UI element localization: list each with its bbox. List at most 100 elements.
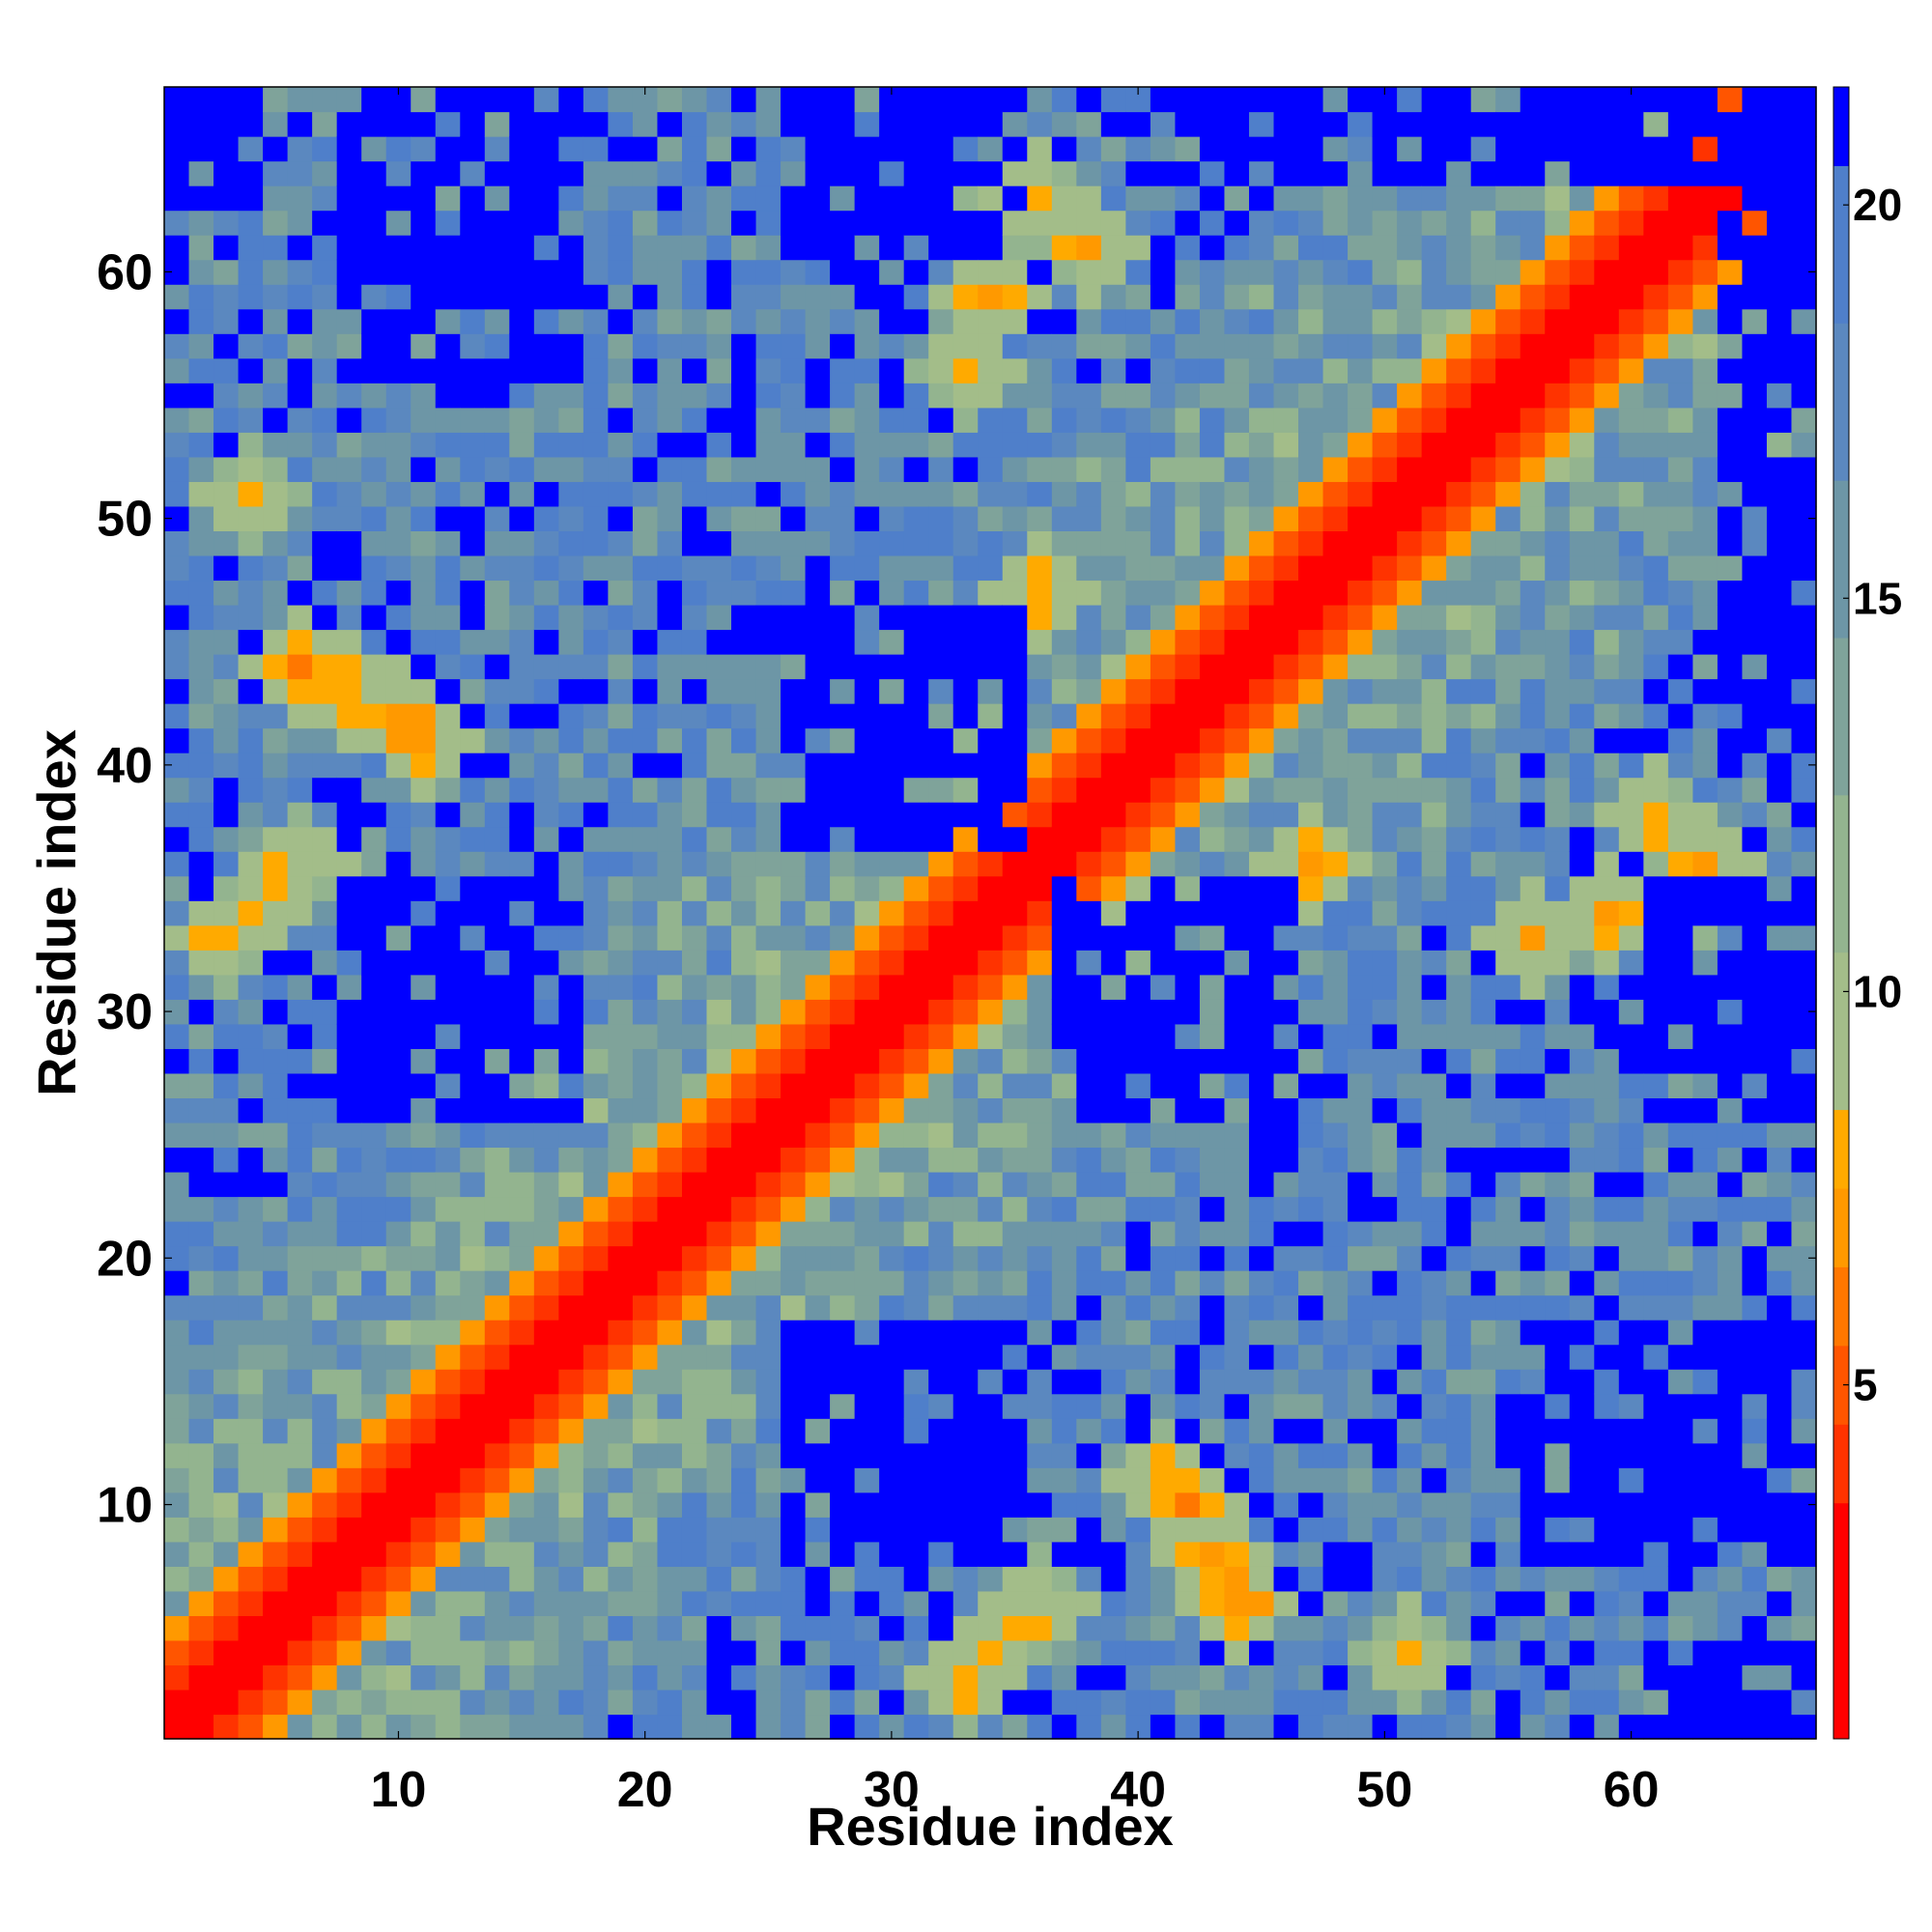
colorbar-tick-label: 15 [1853, 573, 1902, 623]
heatmap-cell [781, 802, 807, 828]
heatmap-cell [632, 1566, 659, 1592]
heatmap-cell [1150, 136, 1177, 162]
heatmap-cell [1100, 1492, 1126, 1518]
heatmap-cell [1495, 1023, 1521, 1049]
heatmap-cell [1248, 87, 1275, 113]
heatmap-cell [509, 1221, 535, 1247]
heatmap-cell [361, 136, 387, 162]
heatmap-cell [287, 235, 313, 261]
heatmap-cell [755, 753, 781, 779]
heatmap-cell [608, 654, 634, 680]
heatmap-cell [706, 530, 732, 556]
heatmap-cell [830, 1320, 856, 1346]
heatmap-cell [1298, 678, 1324, 704]
heatmap-cell [1273, 1664, 1299, 1690]
heatmap-cell [1100, 900, 1126, 926]
heatmap-cell [1150, 1048, 1177, 1074]
heatmap-cell [263, 1147, 289, 1173]
heatmap-cell [1273, 456, 1299, 482]
heatmap-cell [1348, 160, 1374, 186]
heatmap-cell [1618, 284, 1644, 310]
heatmap-cell [1742, 333, 1768, 359]
heatmap-cell [336, 1615, 362, 1641]
heatmap-cell [952, 1639, 979, 1666]
heatmap-cell [755, 1517, 781, 1543]
heatmap-cell [533, 111, 559, 137]
heatmap-cell [805, 727, 831, 753]
heatmap-cell [533, 1245, 559, 1271]
heatmap-cell [1643, 1541, 1669, 1567]
heatmap-cell [1100, 1320, 1126, 1346]
heatmap-cell [1150, 1171, 1177, 1198]
heatmap-cell [385, 802, 412, 828]
heatmap-cell [657, 1639, 683, 1666]
heatmap-cell [928, 1442, 954, 1468]
heatmap-cell [657, 87, 683, 113]
heatmap-cell [1717, 1270, 1744, 1296]
heatmap-cell [1076, 259, 1102, 285]
heatmap-cell [681, 802, 708, 828]
heatmap-cell [1766, 357, 1793, 384]
heatmap-cell [879, 357, 905, 384]
heatmap-cell [238, 678, 264, 704]
heatmap-cell [805, 1566, 831, 1592]
heatmap-cell [706, 259, 732, 285]
heatmap-cell [1273, 357, 1299, 384]
heatmap-cell [755, 111, 781, 137]
heatmap-cell [1520, 1639, 1546, 1666]
heatmap-cell [731, 1492, 757, 1518]
heatmap-cell [1372, 259, 1398, 285]
heatmap-cell [608, 210, 634, 236]
heatmap-cell [385, 1467, 412, 1493]
heatmap-cell [238, 407, 264, 433]
heatmap-cell [411, 1122, 437, 1149]
heatmap-cell [1224, 924, 1250, 951]
heatmap-cell [1397, 753, 1423, 779]
heatmap-cell [731, 1147, 757, 1173]
heatmap-cell [1421, 1196, 1447, 1222]
heatmap-cell [952, 87, 979, 113]
heatmap-cell [1248, 1048, 1275, 1074]
heatmap-cell [1692, 1689, 1719, 1716]
heatmap-cell [632, 1048, 659, 1074]
heatmap-cell [1322, 136, 1349, 162]
heatmap-cell [238, 1393, 264, 1419]
heatmap-cell [1348, 505, 1374, 531]
heatmap-cell [1002, 1689, 1028, 1716]
heatmap-cell [1717, 235, 1744, 261]
heatmap-cell [657, 1664, 683, 1690]
heatmap-cell [1470, 1072, 1496, 1099]
heatmap-cell [1175, 1639, 1201, 1666]
heatmap-cell [755, 580, 781, 606]
heatmap-cell [435, 1393, 461, 1419]
heatmap-cell [1372, 1171, 1398, 1198]
heatmap-cell [657, 308, 683, 334]
heatmap-cell [1594, 111, 1620, 137]
heatmap-cell [1766, 851, 1793, 877]
heatmap-cell [1742, 654, 1768, 680]
heatmap-cell [263, 1221, 289, 1247]
heatmap-cell [879, 1664, 905, 1690]
heatmap-cell [1446, 1517, 1472, 1543]
heatmap-cell [928, 950, 954, 976]
heatmap-cell [978, 1541, 1004, 1567]
heatmap-cell [435, 974, 461, 1000]
heatmap-cell [1175, 1320, 1201, 1346]
heatmap-cell [755, 999, 781, 1025]
heatmap-cell [1248, 308, 1275, 334]
heatmap-cell [781, 456, 807, 482]
heatmap-cell [1027, 308, 1053, 334]
heatmap-cell [657, 1344, 683, 1370]
heatmap-cell [1027, 1048, 1053, 1074]
heatmap-cell [879, 1048, 905, 1074]
heatmap-cell [928, 1566, 954, 1592]
heatmap-cell [1100, 1615, 1126, 1641]
heatmap-cell [681, 678, 708, 704]
heatmap-cell [361, 1714, 387, 1740]
heatmap-cell [903, 1467, 929, 1493]
heatmap-cell [1766, 1294, 1793, 1321]
heatmap-cell [903, 777, 929, 803]
heatmap-cell [312, 950, 338, 976]
heatmap-cell [1495, 308, 1521, 334]
heatmap-cell [1421, 629, 1447, 655]
